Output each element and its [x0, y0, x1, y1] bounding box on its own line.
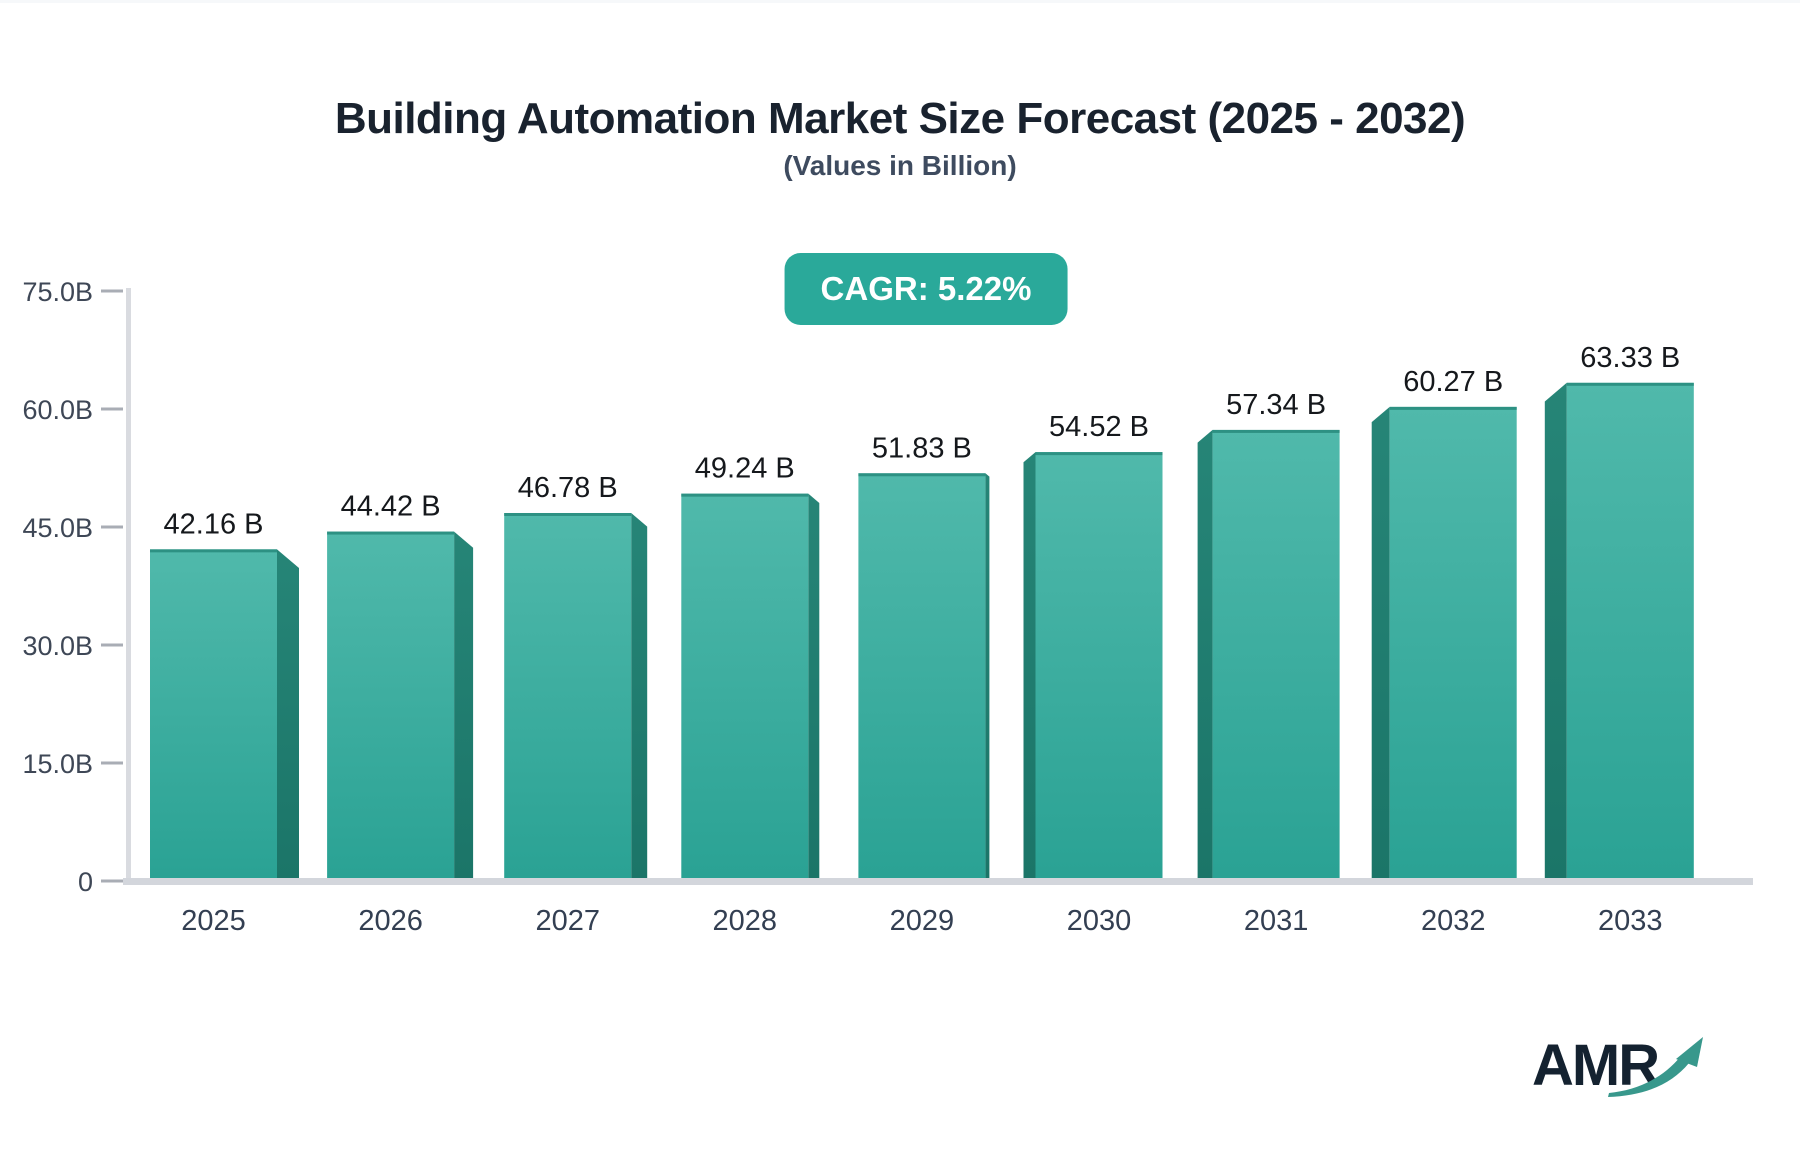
- bar-value-label: 51.83 B: [872, 432, 972, 464]
- y-axis-tick-label: 0: [78, 867, 93, 897]
- bar-front-face: [1566, 382, 1694, 878]
- bar-value-label: 42.16 B: [164, 508, 264, 540]
- bar-value-label: 49.24 B: [695, 453, 795, 485]
- bar-top-edge: [681, 493, 809, 497]
- y-axis-tick-label: 45.0B: [22, 513, 93, 543]
- bar-value-label: 44.42 B: [341, 491, 441, 523]
- bar-value-label: 60.27 B: [1403, 366, 1503, 398]
- bar-side-face: [631, 512, 648, 878]
- bar-front-face: [1212, 429, 1340, 878]
- y-axis-tick-label: 30.0B: [22, 631, 93, 661]
- bar-top-edge: [504, 512, 632, 516]
- y-axis-line: [126, 288, 131, 885]
- x-axis-year-label: 2030: [1067, 905, 1132, 937]
- bar-top-edge: [150, 549, 277, 553]
- bar-front-face: [1389, 406, 1517, 878]
- bar-side-face: [1197, 429, 1213, 878]
- bar-top-edge: [1212, 429, 1340, 433]
- bar-side-face: [1371, 406, 1390, 878]
- bar-side-face: [1023, 452, 1036, 878]
- growth-arrow-icon: [1608, 1037, 1703, 1097]
- bar-side-face: [808, 493, 820, 878]
- x-axis-year-label: 2028: [713, 905, 778, 937]
- bar-value-label: 54.52 B: [1049, 411, 1149, 443]
- amr-logo: AMR: [1532, 1032, 1722, 1112]
- bar-top-edge: [1035, 452, 1163, 456]
- bar-front-face: [681, 493, 809, 878]
- x-axis-year-label: 2027: [535, 905, 600, 937]
- bar-value-label: 46.78 B: [518, 472, 618, 504]
- bar-side-face: [277, 549, 299, 878]
- x-axis-year-label: 2026: [358, 905, 423, 937]
- x-axis-year-label: 2031: [1244, 905, 1309, 937]
- bar-value-label: 57.34 B: [1226, 389, 1326, 421]
- bar-top-edge: [1389, 406, 1517, 410]
- bar-side-face: [454, 531, 474, 878]
- bar-side-face: [985, 473, 990, 878]
- x-axis-year-label: 2025: [181, 905, 246, 937]
- bar-front-face: [858, 473, 986, 878]
- bar-front-face: [150, 549, 277, 878]
- y-axis-tick-label: 60.0B: [22, 395, 93, 425]
- bar-front-face: [1035, 452, 1163, 878]
- bar-top-edge: [858, 473, 986, 477]
- x-axis-year-label: 2029: [890, 905, 955, 937]
- y-axis-tick-label: 75.0B: [22, 277, 93, 307]
- y-axis-tick-label: 15.0B: [22, 749, 93, 779]
- x-axis-year-label: 2033: [1598, 905, 1663, 937]
- bar-front-face: [327, 531, 455, 878]
- x-axis-year-label: 2032: [1421, 905, 1486, 937]
- bar-value-label: 63.33 B: [1580, 342, 1680, 374]
- bar-top-edge: [327, 531, 455, 535]
- cagr-badge: CAGR: 5.22%: [784, 253, 1068, 325]
- page-top-border: [0, 0, 1800, 3]
- bar-front-face: [504, 512, 632, 878]
- chart-title: Building Automation Market Size Forecast…: [334, 94, 1466, 143]
- x-axis-baseline: [123, 878, 1753, 885]
- bar-side-face: [1544, 382, 1567, 878]
- chart-subtitle: (Values in Billion): [783, 150, 1017, 181]
- bar-top-edge: [1566, 382, 1694, 386]
